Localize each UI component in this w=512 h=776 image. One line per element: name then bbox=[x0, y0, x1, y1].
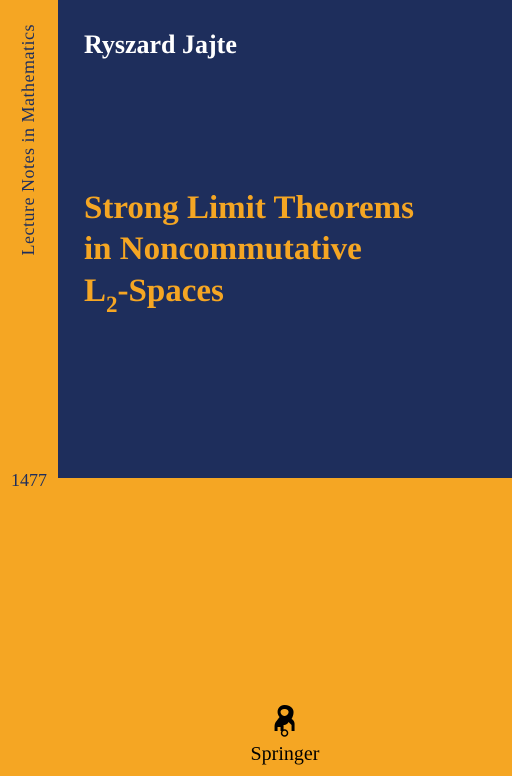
book-cover: Lecture Notes in Mathematics 1477 Ryszar… bbox=[0, 0, 512, 776]
title-line1: Strong Limit Theorems bbox=[84, 190, 414, 226]
bottom-section: Springer bbox=[58, 478, 512, 776]
book-title: Strong Limit Theorems in Noncommutative … bbox=[84, 188, 486, 316]
main-panel: Ryszard Jajte Strong Limit Theorems in N… bbox=[58, 0, 512, 776]
author-name: Ryszard Jajte bbox=[84, 30, 486, 60]
spine: Lecture Notes in Mathematics 1477 bbox=[0, 0, 58, 776]
series-name: Lecture Notes in Mathematics bbox=[18, 24, 39, 255]
volume-number: 1477 bbox=[0, 470, 58, 491]
springer-horse-icon bbox=[267, 701, 303, 737]
publisher-block: Springer bbox=[251, 701, 320, 766]
publisher-name: Springer bbox=[251, 743, 320, 766]
top-section: Ryszard Jajte Strong Limit Theorems in N… bbox=[58, 0, 512, 478]
title-line3-prefix: L bbox=[84, 273, 106, 309]
title-line2: in Noncommutative bbox=[84, 231, 362, 267]
title-line3-subscript: 2 bbox=[106, 292, 118, 317]
title-line3-suffix: -Spaces bbox=[118, 273, 224, 309]
